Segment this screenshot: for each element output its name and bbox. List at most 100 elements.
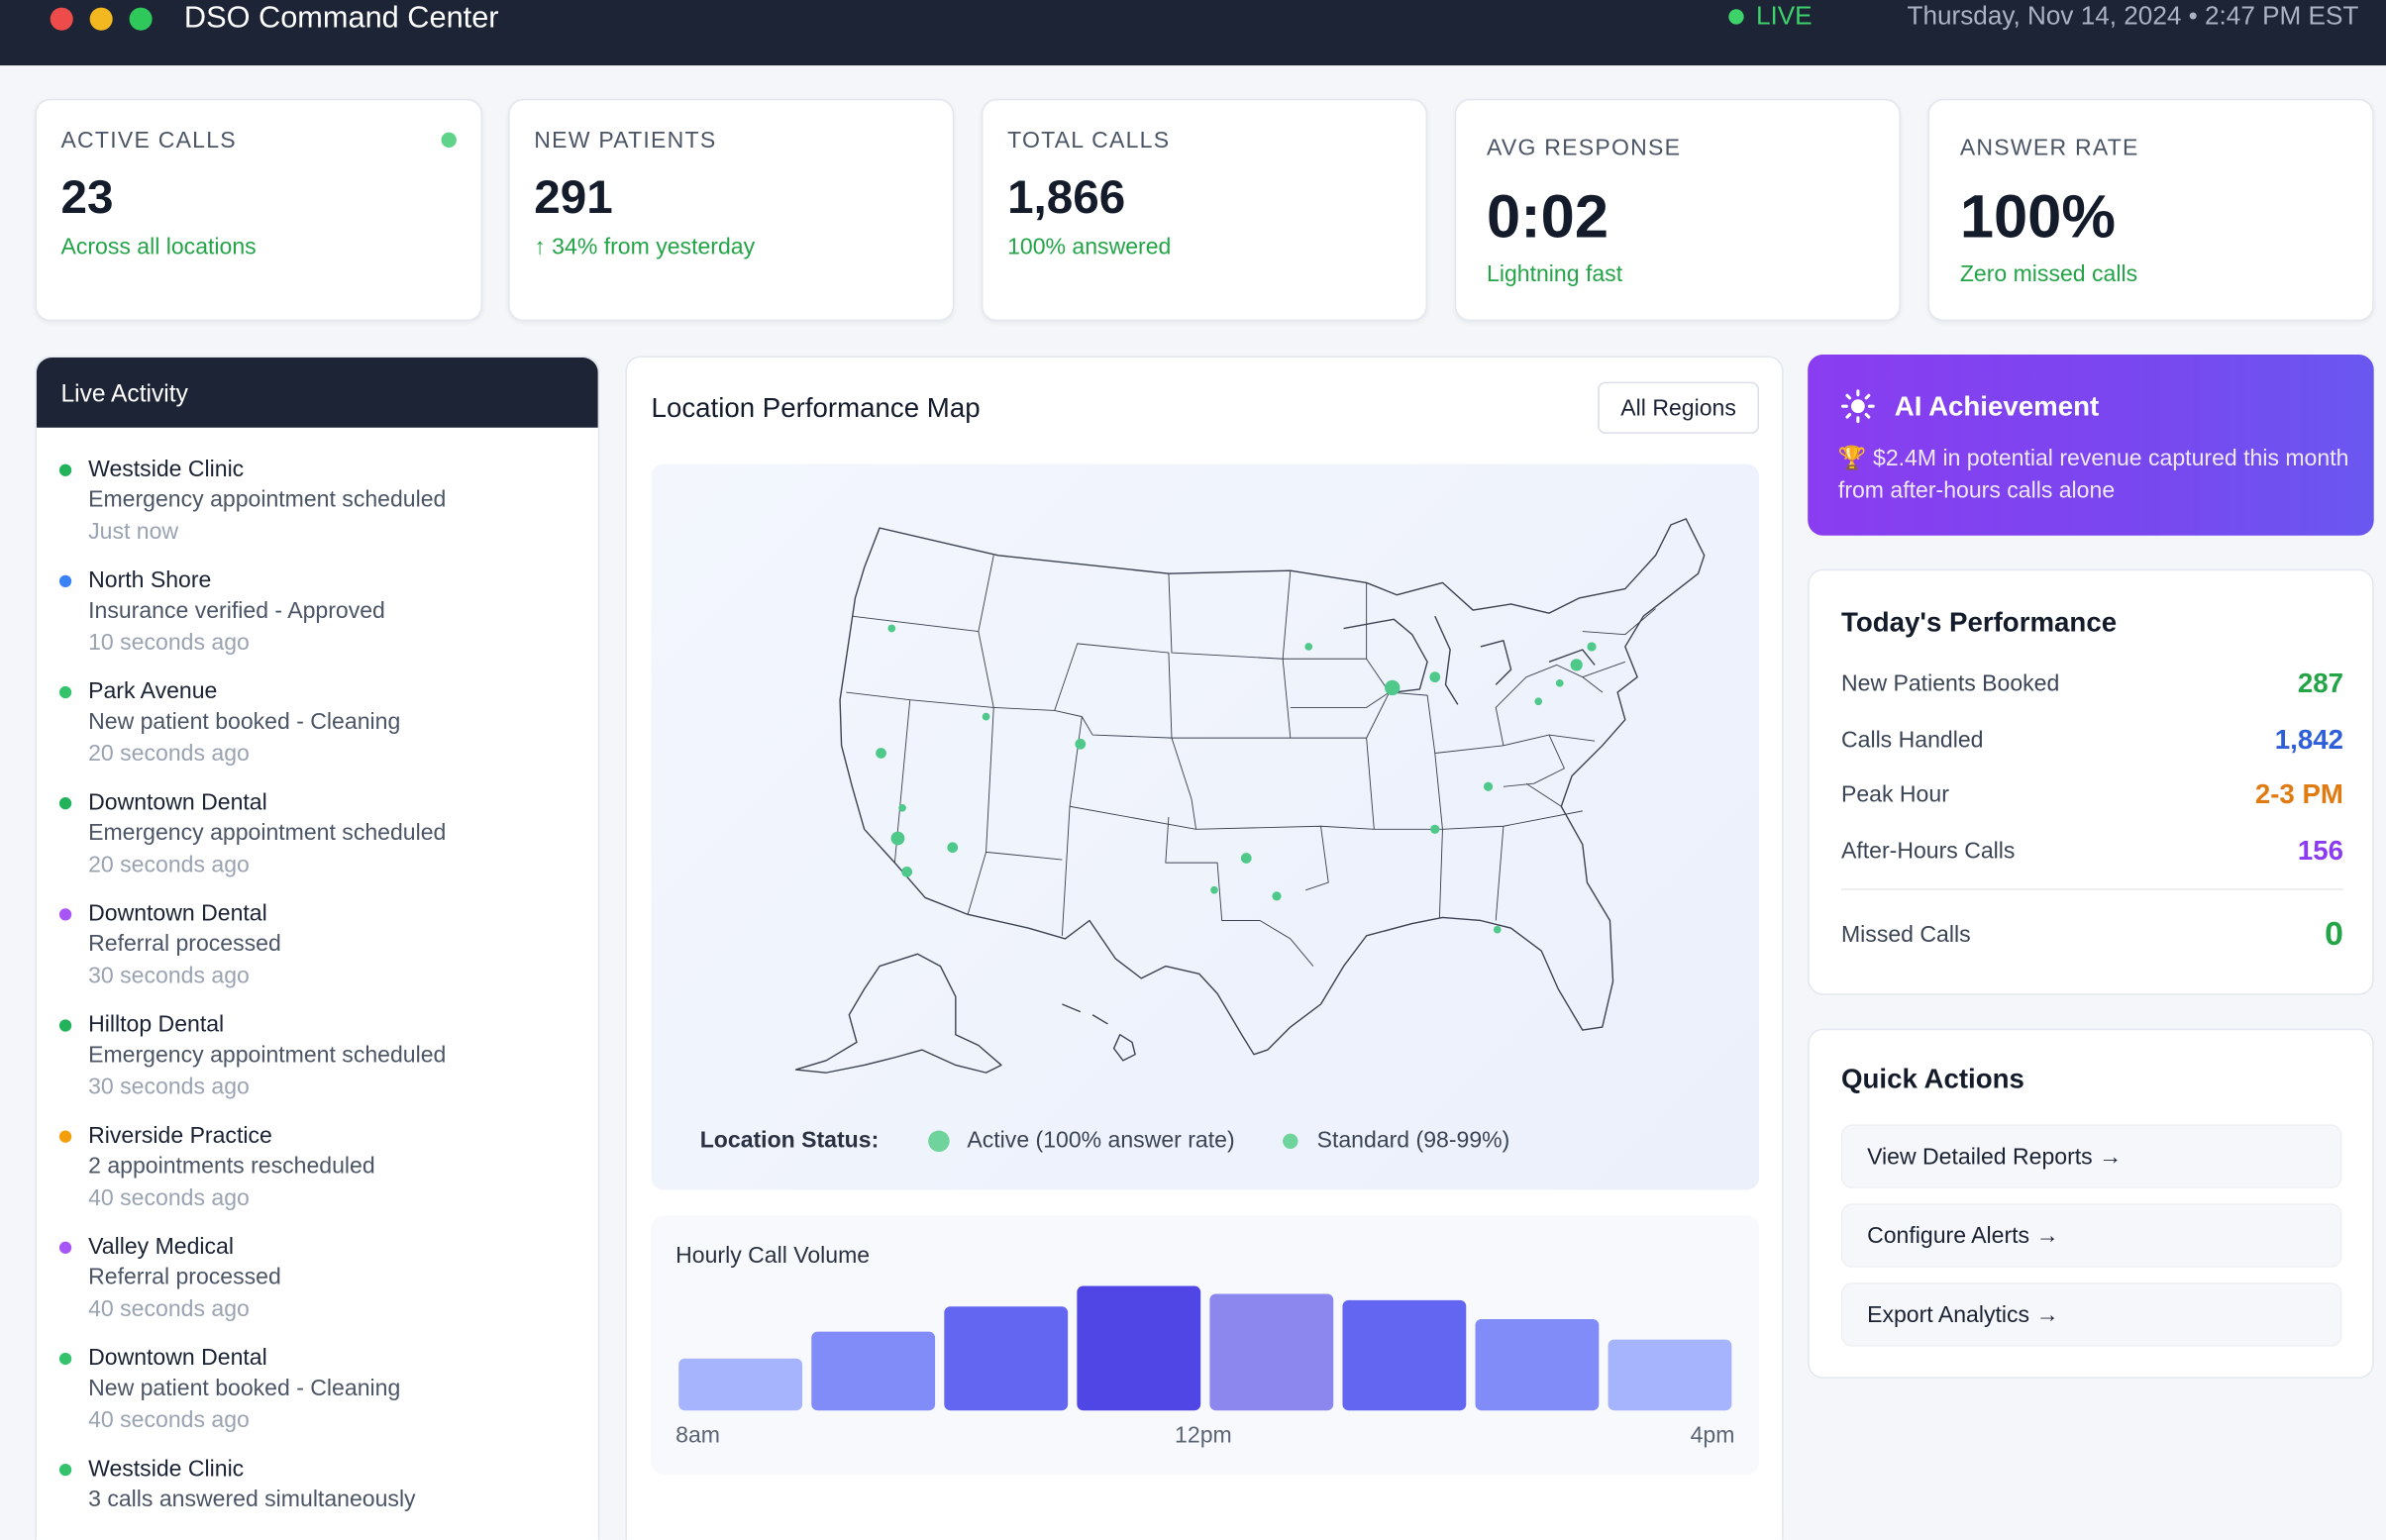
volume-bar: [1209, 1293, 1334, 1411]
legend-standard: Standard (98-99%): [1283, 1127, 1509, 1154]
export-analytics-button[interactable]: Export Analytics →: [1840, 1283, 2342, 1347]
location-marker[interactable]: [1385, 679, 1400, 696]
location-marker[interactable]: [1075, 738, 1087, 750]
live-label: LIVE: [1755, 1, 1813, 31]
location-marker[interactable]: [898, 803, 906, 812]
stat-subtext: Across all locations: [60, 234, 257, 260]
activity-event: Emergency appointment scheduled: [88, 1042, 447, 1069]
activity-item[interactable]: Riverside Practice 2 appointments resched…: [37, 1121, 598, 1232]
activity-item[interactable]: Downtown Dental Emergency appointment sch…: [37, 788, 598, 899]
activity-location: Valley Medical: [88, 1233, 234, 1261]
activity-location: North Shore: [88, 567, 212, 594]
status-dot-icon: [58, 1241, 72, 1254]
configure-alerts-button[interactable]: Configure Alerts →: [1840, 1203, 2342, 1268]
location-marker[interactable]: [1272, 891, 1282, 901]
quick-actions-title: Quick Actions: [1840, 1063, 2024, 1094]
x-tick-label: 12pm: [1175, 1422, 1232, 1449]
title-bar: DSO Command Center LIVE Thursday, Nov 14…: [0, 0, 2386, 66]
map-legend: Location Status: Active (100% answer rat…: [700, 1127, 1559, 1153]
legend-active-label: Active (100% answer rate): [967, 1127, 1235, 1154]
location-marker[interactable]: [876, 748, 886, 759]
status-dot-icon: [58, 574, 72, 588]
location-marker[interactable]: [1570, 659, 1583, 671]
activity-item[interactable]: Westside Clinic 3 calls answered simultan…: [37, 1455, 598, 1540]
minimize-window-button[interactable]: [89, 7, 113, 31]
activity-item[interactable]: Valley Medical Referral processed 40 secon…: [37, 1232, 598, 1343]
stat-card-active-calls: ACTIVE CALLS 23 Across all locations: [35, 98, 483, 322]
activity-time: 30 seconds ago: [88, 963, 250, 989]
activity-location: Westside Clinic: [88, 456, 245, 483]
activity-time: 40 seconds ago: [88, 1407, 250, 1434]
activity-event: Emergency appointment scheduled: [88, 820, 447, 847]
view-detailed-reports-button[interactable]: View Detailed Reports →: [1840, 1124, 2342, 1188]
activity-item[interactable]: North Shore Insurance verified - Approved…: [37, 566, 598, 677]
activity-event: 3 calls answered simultaneously: [88, 1487, 416, 1513]
stat-label: AVG RESPONSE: [1487, 135, 1682, 161]
activity-location: Downtown Dental: [88, 789, 267, 816]
activity-item[interactable]: Downtown Dental Referral processed 30 seco…: [37, 899, 598, 1010]
maximize-window-button[interactable]: [129, 7, 153, 31]
location-marker[interactable]: [1304, 643, 1313, 651]
status-dot-icon: [58, 797, 72, 810]
volume-bars: [678, 1285, 1732, 1411]
location-marker[interactable]: [890, 831, 905, 846]
activity-event: Emergency appointment scheduled: [88, 486, 447, 513]
perf-label: New Patients Booked: [1840, 670, 2060, 697]
location-marker[interactable]: [1210, 885, 1218, 894]
perf-row-calls-handled: Calls Handled 1,842: [1841, 724, 2343, 756]
activity-item[interactable]: Downtown Dental New patient booked - Clea…: [37, 1344, 598, 1455]
stat-card-avg-response: AVG RESPONSE 0:02 Lightning fast: [1454, 98, 1901, 322]
location-marker[interactable]: [887, 624, 896, 633]
chart-title: Hourly Call Volume: [675, 1243, 871, 1270]
activity-location: Downtown Dental: [88, 1345, 267, 1372]
status-dot-icon: [58, 1463, 72, 1477]
activity-item[interactable]: Westside Clinic Emergency appointment sch…: [37, 455, 598, 565]
location-marker[interactable]: [1555, 678, 1564, 687]
close-window-button[interactable]: [50, 7, 73, 31]
stat-value: 100%: [1959, 183, 2117, 252]
stat-subtext: Lightning fast: [1487, 261, 1623, 288]
location-marker[interactable]: [1429, 671, 1441, 683]
location-marker[interactable]: [1240, 853, 1252, 864]
activity-item[interactable]: Hilltop Dental Emergency appointment sche…: [37, 1010, 598, 1121]
us-map-outline: [794, 518, 1706, 1074]
stat-value: 1,866: [1007, 170, 1126, 224]
location-marker[interactable]: [1493, 925, 1502, 934]
location-map-panel: Location Performance Map All Regions Loc…: [625, 356, 1784, 1540]
divider: [1840, 888, 2343, 890]
activity-event: Referral processed: [88, 1264, 281, 1290]
location-marker[interactable]: [947, 842, 959, 854]
activity-item[interactable]: Park Avenue New patient booked - Cleaning…: [37, 677, 598, 788]
activity-time: Just now: [88, 518, 179, 546]
stat-value: 291: [534, 170, 613, 224]
active-status-dot-icon: [441, 132, 457, 149]
activity-time: 20 seconds ago: [88, 852, 250, 878]
location-marker[interactable]: [1430, 824, 1440, 834]
status-dot-icon: [58, 685, 72, 699]
stat-card-total-calls: TOTAL CALLS 1,866 100% answered: [981, 98, 1428, 322]
activity-location: Downtown Dental: [88, 900, 267, 927]
activity-event: Referral processed: [88, 931, 281, 958]
status-dot-icon: [58, 1352, 72, 1366]
location-marker[interactable]: [982, 712, 990, 721]
location-marker[interactable]: [1483, 781, 1494, 791]
activity-event: New patient booked - Cleaning: [88, 1375, 401, 1401]
perf-value: 0: [2325, 914, 2343, 953]
perf-row-peak-hour: Peak Hour 2-3 PM: [1841, 779, 2343, 811]
perf-label: Calls Handled: [1840, 727, 1984, 754]
current-datetime: Thursday, Nov 14, 2024 • 2:47 PM EST: [1907, 1, 2359, 31]
perf-value: 2-3 PM: [2254, 778, 2343, 810]
perf-label: Missed Calls: [1840, 921, 1971, 948]
activity-time: 10 seconds ago: [88, 630, 250, 657]
activity-event: New patient booked - Cleaning: [88, 708, 401, 736]
activity-event: Insurance verified - Approved: [88, 597, 385, 624]
location-marker[interactable]: [901, 866, 913, 877]
status-dot-icon: [58, 908, 72, 921]
location-marker[interactable]: [1534, 697, 1543, 706]
region-filter-button[interactable]: All Regions: [1598, 381, 1760, 434]
active-dot-icon: [927, 1129, 949, 1152]
activity-time: 20 seconds ago: [88, 741, 250, 768]
activity-list[interactable]: Westside Clinic Emergency appointment sch…: [37, 428, 598, 1540]
location-marker[interactable]: [1587, 642, 1597, 652]
